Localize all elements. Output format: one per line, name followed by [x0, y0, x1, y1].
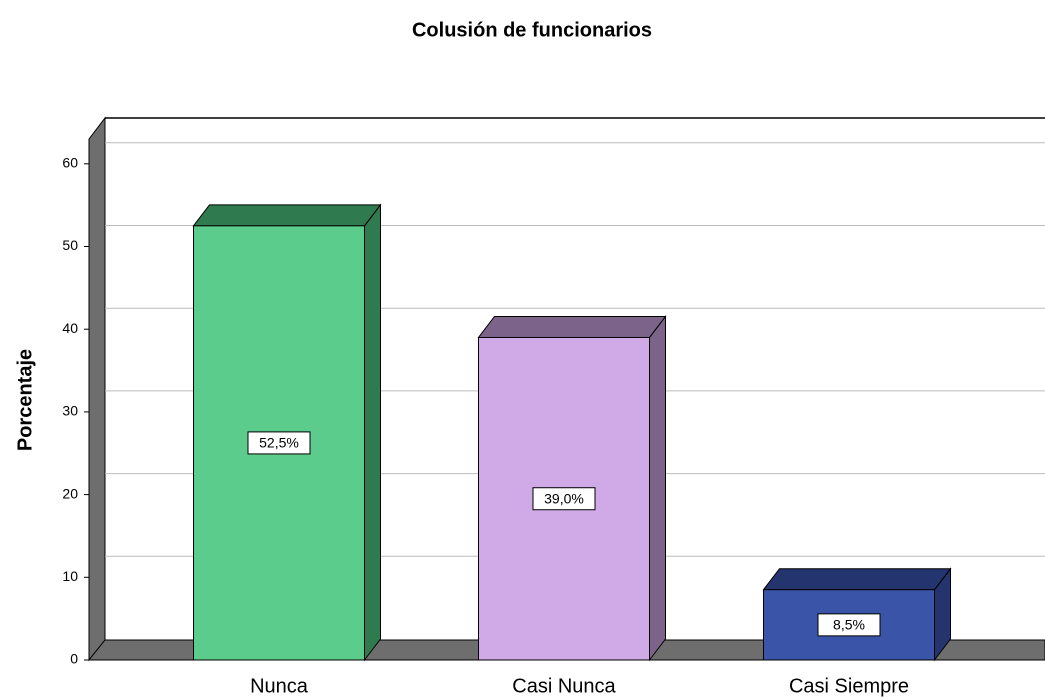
x-tick-label: Casi Nunca: [512, 675, 616, 697]
bar-side: [364, 203, 381, 662]
y-tick-label: 10: [62, 568, 78, 584]
value-label: 39,0%: [544, 490, 584, 506]
value-label-box: [532, 487, 596, 511]
y-tick-label: 0: [70, 651, 78, 667]
bar-top: [192, 204, 382, 227]
value-label-box: [247, 431, 311, 455]
y-axis-label: Porcentaje: [14, 349, 36, 451]
y-tick-label: 50: [62, 237, 78, 253]
chart-title: Colusión de funcionarios: [412, 19, 652, 41]
bar-top: [762, 568, 952, 591]
bar-side: [649, 314, 666, 662]
x-tick-label: Nunca: [250, 675, 309, 697]
y-tick-label: 30: [62, 403, 78, 419]
y-tick-label: 40: [62, 320, 78, 336]
value-label: 52,5%: [259, 435, 299, 451]
bar-top: [477, 315, 667, 338]
left-wall: [88, 116, 106, 662]
value-label: 8,5%: [833, 617, 865, 633]
y-tick-label: 60: [62, 155, 78, 171]
x-tick-label: Casi Siempre: [789, 675, 909, 697]
value-label-box: [817, 613, 881, 637]
y-tick-label: 20: [62, 485, 78, 501]
